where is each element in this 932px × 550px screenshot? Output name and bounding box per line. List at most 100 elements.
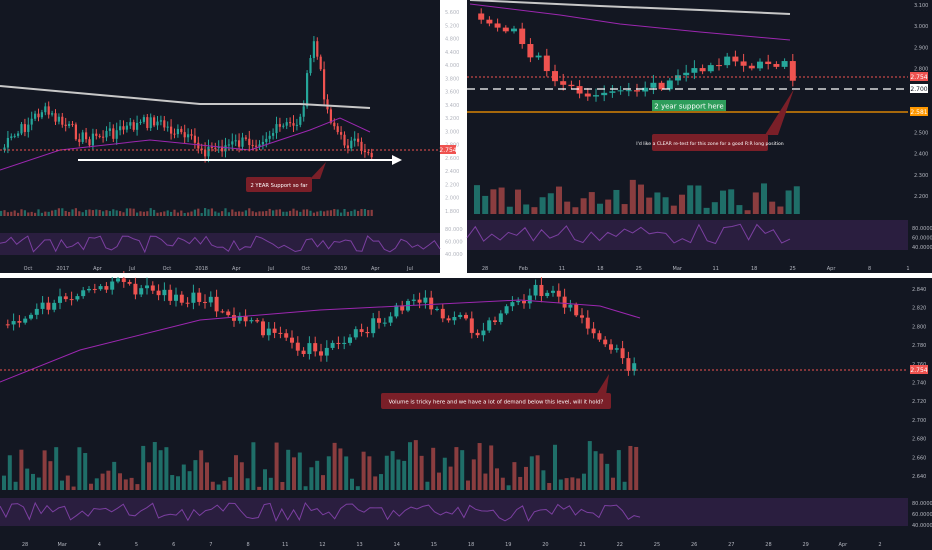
candle-body bbox=[309, 58, 312, 74]
callout-intraday-text: Volume is tricky here and we have a lot … bbox=[389, 400, 604, 406]
candle-body bbox=[30, 118, 33, 125]
candle-body bbox=[6, 137, 9, 148]
volume-bar bbox=[112, 209, 115, 216]
price-tag-daily-2 bbox=[910, 84, 928, 93]
volume-bar bbox=[357, 210, 360, 216]
candle-body bbox=[58, 296, 62, 303]
volume-bar bbox=[654, 192, 661, 214]
candle-body bbox=[591, 328, 596, 334]
candle-body bbox=[716, 65, 722, 67]
volume-bar bbox=[91, 210, 94, 216]
axis-tick-label: 13 bbox=[356, 542, 362, 548]
axis-tick-label: 3.100 bbox=[914, 3, 928, 9]
candle-body bbox=[88, 139, 91, 146]
volume-bar bbox=[431, 447, 436, 490]
volume-bar bbox=[156, 212, 159, 216]
volume-bar bbox=[541, 470, 546, 490]
axis-tick-label: 80.0000 bbox=[912, 501, 932, 507]
candle-body bbox=[17, 133, 20, 136]
candle-body bbox=[11, 321, 16, 325]
candle-body bbox=[568, 304, 573, 308]
candle-body bbox=[272, 328, 277, 333]
volume-bar bbox=[135, 484, 140, 490]
ma-long-weekly bbox=[0, 85, 371, 109]
candle-body bbox=[98, 286, 103, 290]
candle-body bbox=[241, 137, 244, 147]
axis-tick-label: 5.600 bbox=[445, 10, 459, 16]
candle-body bbox=[371, 318, 376, 334]
volume-bar bbox=[268, 477, 273, 490]
candle-body bbox=[197, 292, 202, 302]
axis-tick-label: 18 bbox=[468, 542, 474, 548]
candle-body bbox=[40, 302, 45, 309]
volume-bar bbox=[216, 484, 221, 490]
volume-bar bbox=[662, 197, 669, 214]
volume-bar bbox=[299, 211, 302, 216]
axis-tick-label: 28 bbox=[482, 266, 488, 272]
volume-bar bbox=[78, 211, 81, 216]
candle-body bbox=[95, 133, 98, 136]
candle-body bbox=[289, 122, 292, 124]
callout-daily bbox=[652, 134, 768, 151]
candle-body bbox=[324, 347, 329, 356]
candle-body bbox=[44, 106, 47, 113]
axis-tick-label: 2.400 bbox=[445, 169, 459, 175]
panel-intraday[interactable]: 2.840 2.820 2.800 2.780 2.760 2.740 2.720 2.700… bbox=[0, 271, 932, 550]
volume-bar bbox=[338, 448, 343, 490]
callout-weekly bbox=[246, 177, 312, 192]
volume-bar bbox=[176, 212, 179, 216]
callout-intraday bbox=[381, 393, 611, 409]
volume-bar bbox=[118, 473, 122, 490]
candle-body bbox=[502, 27, 509, 32]
axis-tick-label: 8 bbox=[868, 266, 871, 272]
candle-body bbox=[382, 322, 387, 324]
panel-weekly[interactable]: 5.600 5.200 4.800 4.400 4.000 3.800 3.600 3.400… bbox=[0, 0, 466, 275]
candle-body bbox=[156, 121, 159, 126]
volume-bar bbox=[332, 442, 337, 490]
axis-tick-label: 15 bbox=[431, 542, 437, 548]
volume-bar bbox=[498, 187, 505, 214]
axis-tick-label: 22 bbox=[617, 542, 623, 548]
candle-body bbox=[112, 128, 115, 139]
candle-body bbox=[773, 64, 780, 67]
candle-body bbox=[740, 61, 747, 66]
candle-body bbox=[227, 144, 230, 146]
axis-tick-label: Jul bbox=[267, 266, 274, 272]
volume-bar bbox=[474, 185, 480, 214]
candle-body bbox=[370, 152, 373, 158]
candle-body bbox=[204, 150, 207, 157]
candle-body bbox=[104, 286, 109, 290]
volume-bar bbox=[390, 451, 395, 490]
candle-body bbox=[29, 314, 33, 319]
candle-body bbox=[301, 350, 306, 355]
volume-bar bbox=[326, 456, 331, 490]
volume-bar bbox=[425, 481, 430, 490]
volume-bar bbox=[20, 209, 23, 216]
axis-tick-label: 26 bbox=[691, 542, 697, 548]
candle-body bbox=[249, 320, 254, 322]
candle-body bbox=[207, 146, 210, 157]
axis-tick-label: 4 bbox=[98, 542, 101, 548]
candle-body bbox=[115, 130, 118, 139]
candle-body bbox=[765, 61, 772, 65]
volume-bar bbox=[769, 201, 776, 214]
candle-body bbox=[464, 314, 468, 319]
volume-bar bbox=[274, 442, 279, 490]
candle-body bbox=[299, 116, 302, 125]
panel-daily[interactable]: 3.1003.0002.9002.8002.7002.6002.5002.400… bbox=[466, 0, 932, 275]
volume-bars-intraday bbox=[2, 440, 639, 490]
volume-bar bbox=[379, 474, 383, 490]
volume-bar bbox=[531, 207, 538, 214]
candle-body bbox=[446, 318, 451, 321]
callout-pointer-intraday bbox=[596, 374, 609, 395]
axis-tick-label: 7 bbox=[209, 542, 212, 548]
candle-body bbox=[243, 315, 248, 322]
axis-tick-label: 60.0000 bbox=[445, 240, 466, 246]
candle-body bbox=[150, 285, 155, 291]
volume-bar bbox=[272, 210, 275, 216]
candle-body bbox=[27, 124, 30, 132]
candle-body bbox=[108, 128, 111, 131]
candle-body bbox=[593, 95, 599, 97]
candle-body bbox=[357, 138, 360, 142]
time-axis-intraday: 28 Mar 4 5 6 7 8 11 12 13 14 15 18 19 20 21 22 25 26 27 28 29… bbox=[22, 542, 882, 548]
